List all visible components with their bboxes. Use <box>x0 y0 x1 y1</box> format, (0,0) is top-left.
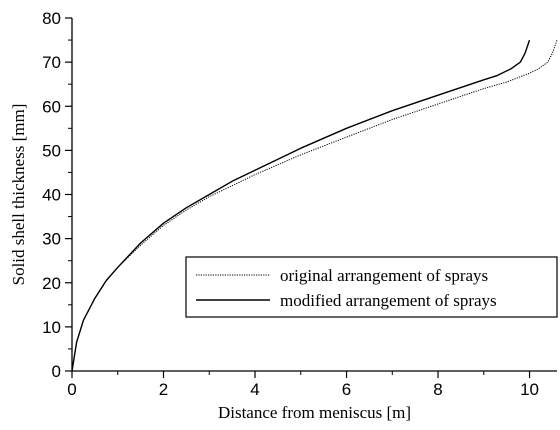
axes <box>71 18 557 372</box>
ticks: 0 2 4 6 8 10 0 10 20 30 40 50 60 70 80 <box>42 9 539 399</box>
x-tick-label: 4 <box>250 380 259 399</box>
legend-label-1: original arrangement of sprays <box>280 266 488 285</box>
x-tick-label: 2 <box>159 380 168 399</box>
x-tick-label: 8 <box>433 380 442 399</box>
y-tick-label: 60 <box>42 97 61 116</box>
y-tick-label: 20 <box>42 274 61 293</box>
y-tick-label: 80 <box>42 9 61 28</box>
x-axis-title: Distance from meniscus [m] <box>218 403 411 422</box>
series-layer <box>71 39 558 372</box>
legend-box <box>185 256 558 318</box>
y-tick-label: 40 <box>42 186 61 205</box>
series-line-1 <box>71 39 558 372</box>
y-tick-label: 30 <box>42 230 61 249</box>
x-tick-label: 0 <box>67 380 76 399</box>
y-tick-label: 50 <box>42 141 61 160</box>
y-tick-label: 10 <box>42 318 61 337</box>
legend-label-2: modified arrangement of sprays <box>280 291 497 310</box>
y-axis-title: Solid shell thickness [mm] <box>9 104 28 286</box>
x-tick-label: 10 <box>520 380 539 399</box>
y-tick-label: 0 <box>52 362 61 381</box>
series-line-2 <box>71 39 531 372</box>
x-tick-label: 6 <box>342 380 351 399</box>
y-tick-label: 70 <box>42 53 61 72</box>
legend: original arrangement of sprays modified a… <box>185 256 558 318</box>
